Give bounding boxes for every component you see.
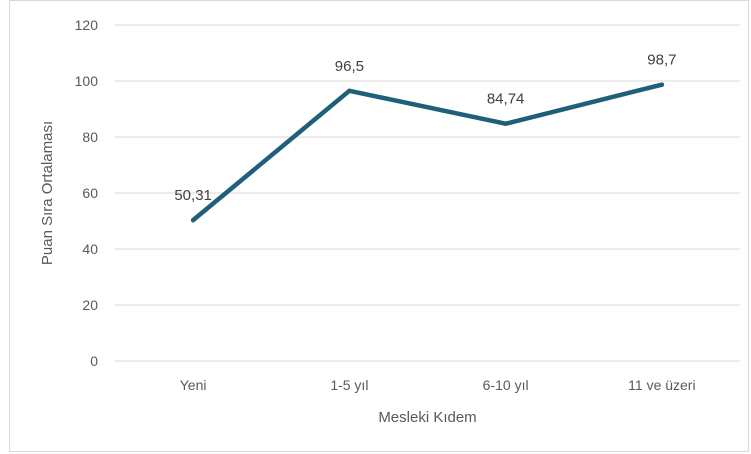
data-label: 50,31 (174, 187, 212, 204)
data-point (503, 121, 508, 126)
data-label: 98,7 (647, 52, 676, 69)
chart-frame (9, 0, 749, 452)
series-group (190, 82, 665, 223)
y-tick-label: 120 (75, 17, 99, 33)
series-line (190, 82, 665, 223)
data-point (190, 217, 196, 223)
data-point (659, 82, 665, 87)
y-tick-label: 20 (82, 297, 98, 313)
y-axis-ticks: 0 20 40 60 80 100 120 (75, 17, 99, 369)
y-tick-label: 80 (82, 129, 98, 145)
x-tick-label: Yeni (180, 377, 207, 393)
x-tick-label: 6-10 yıl (483, 377, 529, 393)
x-axis-ticks: Yeni 1-5 yıl 6-10 yıl 11 ve üzeri (180, 377, 696, 393)
y-tick-label: 0 (90, 353, 98, 369)
x-tick-label: 1-5 yıl (330, 377, 368, 393)
data-labels: 50,31 96,5 84,74 98,7 (174, 52, 676, 204)
x-axis-title: Mesleki Kıdem (378, 409, 476, 426)
data-label: 96,5 (335, 58, 364, 75)
gridlines (115, 24, 740, 362)
data-label: 84,74 (487, 91, 525, 108)
x-tick-label: 11 ve üzeri (628, 377, 695, 393)
y-tick-label: 40 (82, 241, 98, 257)
y-tick-label: 100 (75, 73, 99, 89)
data-point (347, 88, 352, 94)
y-axis-title: Puan Sıra Ortalaması (39, 121, 56, 265)
y-tick-label: 60 (82, 185, 98, 201)
